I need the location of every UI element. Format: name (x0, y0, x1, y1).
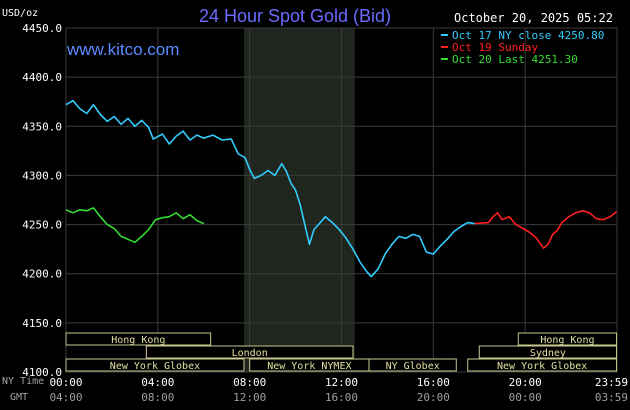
y-axis-label: USD/oz (2, 8, 38, 19)
gmt-label: GMT (10, 392, 28, 403)
x-tick-label-ny: 20:00 (509, 376, 542, 389)
y-tick-label: 4400.0 (22, 71, 62, 84)
market-session-bar (65, 332, 212, 346)
y-tick-label: 4200.0 (22, 268, 62, 281)
y-axis-ticks: 4450.0 4400.0 4350.0 4300.0 4250.0 4200.0 4150… (22, 22, 62, 379)
source-label[interactable]: www.kitco.com (66, 40, 179, 59)
market-sessions: Hong Kong Hong Kong London Sydney New York G… (65, 332, 618, 372)
market-session-label: London (232, 348, 268, 359)
series-line (474, 210, 617, 249)
x-tick-label-ny: 16:00 (417, 376, 450, 389)
y-tick-label: 4250.0 (22, 219, 62, 232)
legend-entry-oct17: Oct 17 NY close 4250.80 (452, 29, 604, 42)
x-tick-label-gmt: 12:00 (233, 391, 266, 404)
x-tick-label-gmt: 20:00 (417, 391, 450, 404)
market-session-bar (145, 345, 354, 359)
market-session-bar (467, 358, 618, 372)
price-series (65, 99, 617, 278)
legend-entry-oct20: Oct 20 Last 4251.30 (452, 53, 578, 66)
market-session-label: Hong Kong (540, 335, 594, 346)
x-tick-label-ny: 12:00 (325, 376, 358, 389)
y-tick-label: 4300.0 (22, 169, 62, 182)
ny-time-label: NY Time (2, 376, 44, 387)
date-label: October 20, 2025 05:22 (454, 11, 613, 25)
chart-title: 24 Hour Spot Gold (Bid) (199, 6, 391, 26)
x-tick-label-ny: 04:00 (141, 376, 174, 389)
market-session-bar (478, 345, 618, 359)
legend-entry-oct19: Oct 19 Sunday (452, 41, 538, 54)
market-session-bar (368, 358, 457, 372)
y-tick-label: 4450.0 (22, 22, 62, 35)
market-session-label: Hong Kong (111, 335, 165, 346)
x-tick-label-ny: 08:00 (233, 376, 266, 389)
market-session-label: New York NYMEX (267, 361, 351, 372)
y-tick-label: 4150.0 (22, 317, 62, 330)
x-tick-label-gmt: 00:00 (509, 391, 542, 404)
x-tick-label-ny: 23:59 (595, 376, 628, 389)
market-session-label: New York Globex (497, 361, 587, 372)
x-tick-label-gmt: 04:00 (49, 391, 82, 404)
x-tick-label-gmt: 16:00 (325, 391, 358, 404)
market-session-label: New York Globex (110, 361, 200, 372)
y-tick-label: 4100.0 (22, 366, 62, 379)
market-session-bar (65, 358, 245, 372)
y-tick-label: 4350.0 (22, 120, 62, 133)
x-tick-label-gmt: 08:00 (141, 391, 174, 404)
market-session-label: Sydney (530, 348, 566, 359)
legend: Oct 17 NY close 4250.80 Oct 19 Sunday Oc… (441, 29, 604, 66)
series-line (65, 207, 205, 244)
x-tick-label-gmt: 03:59 (595, 391, 628, 404)
market-session-bar (517, 332, 618, 346)
market-session-label: NY Globex (386, 361, 440, 372)
series-line (65, 99, 475, 278)
grid (65, 27, 618, 373)
x-tick-label-ny: 00:00 (49, 376, 82, 389)
x-axis-ticks: 00:00 04:00 08:00 12:00 16:00 20:00 23:59 04:00… (49, 376, 628, 404)
